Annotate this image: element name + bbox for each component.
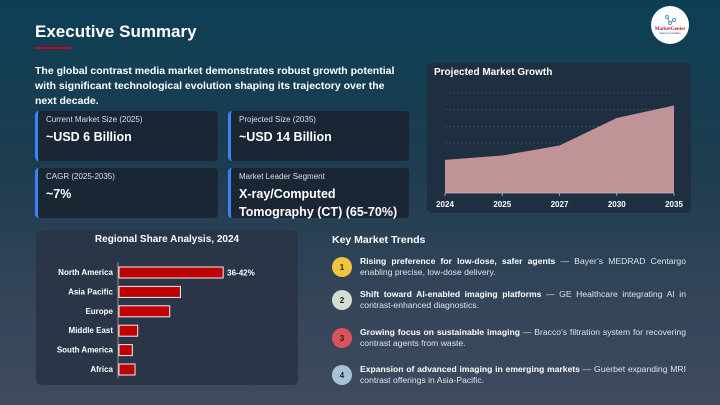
card-value: ~USD 14 Billion [239,130,332,144]
growth-chart-panel: Projected Market Growth 2024 2025 2027 2030… [427,63,691,213]
data-label: 36-42% [227,269,255,278]
trend-item: 3 Growing focus on sustainable imaging — … [332,327,686,349]
trend-item: 4 Expansion of advanced imaging in emergi… [332,364,686,386]
trend-detail: — Bracco’s filtration system for recover… [360,327,686,348]
bar [118,324,139,337]
card-value: X-ray/Computed Tomography (CT) (65-70%) [239,187,398,219]
x-tick-label: 2025 [493,200,511,209]
x-tick-label: 2035 [665,200,683,209]
y-tick-label: Middle East [69,326,114,335]
trend-text: Expansion of advanced imaging in emergin… [360,364,686,386]
chart-title: Projected Market Growth [434,67,553,78]
title-underline [35,47,71,49]
trend-number-badge: 1 [332,257,352,277]
card-label: CAGR (2025-2035) [46,172,115,181]
trend-number-badge: 4 [332,365,352,385]
trend-text: Rising preference for low-dose, safer ag… [360,256,686,278]
y-tick-label: North America [58,268,113,277]
bar [118,363,136,376]
trend-heading: Rising preference for low-dose, safer ag… [360,256,556,266]
network-icon [665,15,676,25]
card-label: Current Market Size (2025) [46,115,143,124]
trend-heading: Growing focus on sustainable imaging [360,327,520,337]
y-tick-label: Europe [85,307,113,316]
card-value: ~7% [46,187,72,201]
area-series [445,105,674,193]
trend-detail: — Bayer’s MEDRAD Centargo enabling preci… [360,256,686,277]
x-tick-label: 2027 [551,200,569,209]
card-value: ~USD 6 Billion [46,130,132,144]
card-market-leader: Market Leader Segment X-ray/Computed Tomo… [228,168,409,219]
card-label: Projected Size (2035) [239,115,316,124]
trend-detail: — Guerbet expanding MRI contrast offerin… [360,364,686,385]
trend-text: Shift toward AI-enabled imaging platform… [360,289,686,311]
area-chart: 2024 2025 2027 2030 2035 [436,92,683,209]
trend-heading: Shift toward AI-enabled imaging platform… [360,289,542,299]
card-projected-size: Projected Size (2035) ~USD 14 Billion [228,111,409,161]
trends-title: Key Market Trends [332,234,426,246]
logo-tagline: Ideas to Innovation [659,32,681,35]
y-tick-label: Asia Pacific [68,287,113,296]
card-current-size: Current Market Size (2025) ~USD 6 Billion [35,111,218,161]
chart-title: Regional Share Analysis, 2024 [94,234,240,245]
bar [118,285,181,298]
regional-chart-panel: Regional Share Analysis, 2024 North Amer… [36,230,298,385]
bar-chart: North America 36-42% Asia Pacific Europe Mid… [57,262,255,379]
card-cagr: CAGR (2025-2035) ~7% [35,168,218,218]
trend-number-badge: 3 [332,328,352,348]
trend-item: 2 Shift toward AI-enabled imaging platfor… [332,289,686,311]
bar [118,266,224,279]
intro-text: The global contrast media market demonst… [35,65,395,107]
logo-text: MarketGenies [654,27,686,32]
y-tick-label: Africa [90,365,113,374]
trend-detail: — GE Healthcare integrating AI in contra… [360,289,686,310]
page-title: Executive Summary [35,22,197,41]
x-tick-label: 2030 [608,200,626,209]
card-label: Market Leader Segment [239,172,325,181]
trend-heading: Expansion of advanced imaging in emergin… [360,364,580,374]
trend-item: 1 Rising preference for low-dose, safer a… [332,256,686,278]
y-tick-label: South America [57,346,114,355]
x-tick-label: 2024 [436,200,454,209]
trend-text: Growing focus on sustainable imaging — B… [360,327,686,349]
bar [118,305,171,318]
bar [118,344,133,357]
company-logo: MarketGenies Ideas to Innovation [651,6,689,44]
trend-number-badge: 2 [332,290,352,310]
